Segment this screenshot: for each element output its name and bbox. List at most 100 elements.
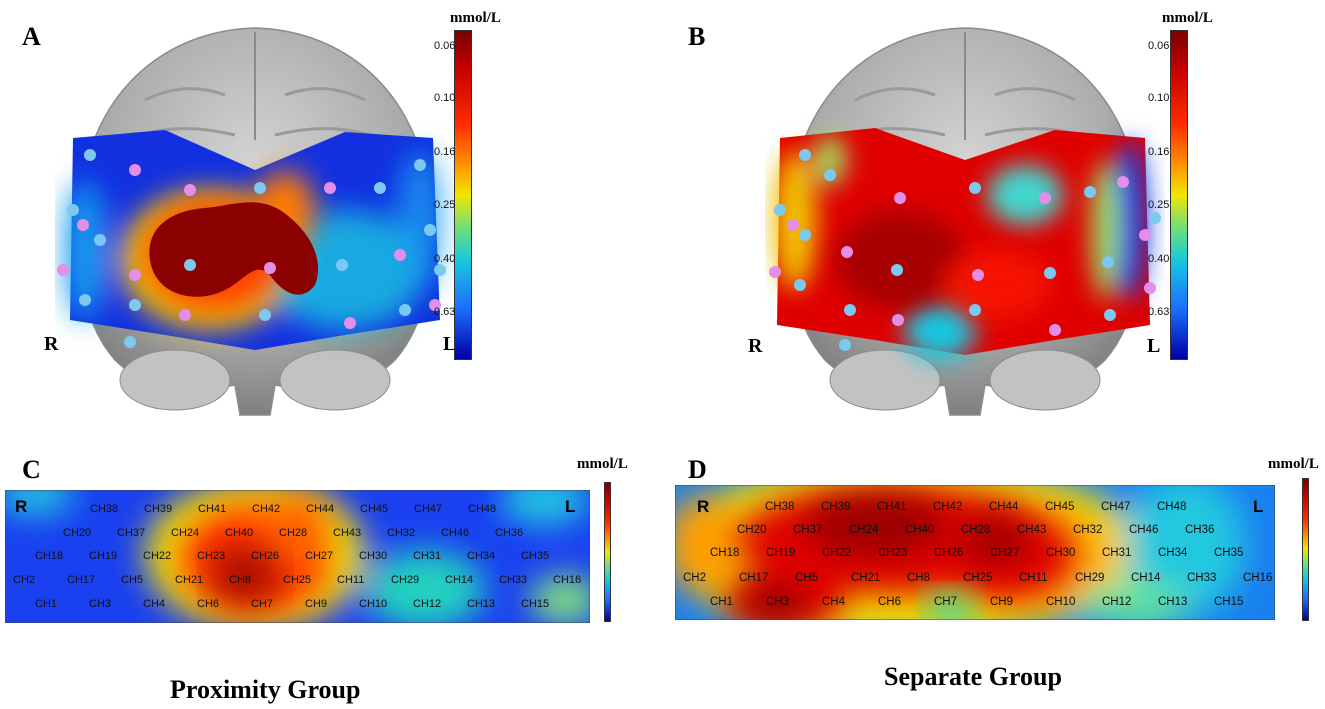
- channel-label: CH36: [1185, 524, 1214, 536]
- channel-label: CH17: [739, 572, 768, 584]
- channel-label: CH31: [413, 550, 441, 562]
- channel-label: CH33: [1187, 572, 1216, 584]
- channel-label: CH47: [1101, 501, 1130, 513]
- channel-label: CH34: [1158, 547, 1188, 559]
- channel-label: CH29: [391, 574, 419, 586]
- channel-label: CH2: [683, 572, 706, 584]
- proximity-group-label: Proximity Group: [170, 675, 361, 704]
- channel-label: CH9: [305, 598, 327, 610]
- channel-label: CH23: [878, 547, 907, 559]
- channel-label: CH32: [387, 527, 415, 539]
- panel-b-left-label: L: [1147, 335, 1161, 357]
- channel-label: CH46: [1129, 524, 1158, 536]
- channel-label: CH16: [553, 574, 581, 586]
- channel-label: CH16: [1243, 572, 1272, 584]
- optodes: [57, 149, 446, 348]
- panel-d-channel-map: R L CH38 CH39 CH41 CH42 CH44 CH45 CH47 CH48 CH20…: [675, 485, 1275, 620]
- panel-c-letter: C: [22, 455, 41, 484]
- separate-group-label: Separate Group: [884, 662, 1062, 691]
- channel-label: CH18: [35, 550, 63, 562]
- channel-label: CH5: [121, 574, 143, 586]
- panel-b-colorbar: [1170, 30, 1188, 360]
- channel-label: CH37: [793, 524, 822, 536]
- panel-a-brain-map: [57, 27, 446, 416]
- panel-b-letter: B: [688, 22, 706, 51]
- channel-label: CH44: [989, 501, 1019, 513]
- channel-label: CH7: [251, 598, 273, 610]
- panel-a-tick: 0.40: [434, 253, 456, 265]
- channel-label: CH41: [198, 503, 226, 515]
- channel-label: CH12: [413, 598, 441, 610]
- channel-label: CH14: [1131, 572, 1161, 584]
- channel-label: CH11: [337, 574, 364, 586]
- channel-label: CH48: [468, 503, 496, 515]
- channel-label: CH6: [878, 596, 901, 608]
- activation-band: [773, 128, 1150, 360]
- channel-label: CH21: [851, 572, 880, 584]
- panel-a-tick: 0.63: [434, 306, 456, 318]
- channel-label: CH3: [89, 598, 111, 610]
- panel-c-colorbar: [604, 482, 611, 622]
- channel-label: CH20: [63, 527, 91, 539]
- panel-b-tick: 0.16: [1148, 146, 1170, 158]
- channel-label: CH7: [934, 596, 957, 608]
- channel-label: CH27: [990, 547, 1019, 559]
- channel-label: CH35: [1214, 547, 1243, 559]
- channel-label: CH31: [1102, 547, 1131, 559]
- panel-b-unit: mmol/L: [1162, 10, 1213, 26]
- panel-d-colorbar: [1302, 478, 1309, 621]
- panel-a-right-label: R: [44, 333, 59, 355]
- channel-label: CH4: [143, 598, 165, 610]
- channel-label: CH8: [907, 572, 930, 584]
- channel-label: CH42: [933, 501, 962, 513]
- channel-label: CH12: [1102, 596, 1131, 608]
- channel-label: CH20: [737, 524, 766, 536]
- channel-label: CH38: [90, 503, 118, 515]
- channel-label: CH28: [279, 527, 307, 539]
- channel-label: CH36: [495, 527, 523, 539]
- channel-label: CH28: [961, 524, 990, 536]
- panel-d-channel-labels: CH38 CH39 CH41 CH42 CH44 CH45 CH47 CH48 CH20 CH37…: [683, 501, 1272, 608]
- channel-label: CH44: [306, 503, 334, 515]
- channel-label: CH10: [1046, 596, 1075, 608]
- panel-a-tick: 0.25: [434, 199, 456, 211]
- channel-label: CH24: [171, 527, 199, 539]
- channel-label: CH26: [251, 550, 279, 562]
- panel-b-tick: 0.63: [1148, 306, 1170, 318]
- channel-label: CH45: [360, 503, 388, 515]
- activation-band: [65, 130, 442, 350]
- panel-b-tick: 0.06: [1148, 40, 1170, 52]
- channel-label: CH9: [990, 596, 1013, 608]
- channel-label: CH25: [283, 574, 311, 586]
- channel-label: CH6: [197, 598, 219, 610]
- channel-label: CH39: [821, 501, 850, 513]
- channel-label: CH17: [67, 574, 95, 586]
- channel-label: CH19: [89, 550, 117, 562]
- channel-label: CH14: [445, 574, 473, 586]
- channel-label: CH22: [822, 547, 851, 559]
- panel-a-unit: mmol/L: [450, 10, 501, 26]
- panel-d-letter: D: [688, 455, 707, 484]
- channel-label: CH24: [849, 524, 879, 536]
- channel-label: CH34: [467, 550, 495, 562]
- channel-label: CH15: [1214, 596, 1243, 608]
- channel-label: CH15: [521, 598, 549, 610]
- channel-label: CH39: [144, 503, 172, 515]
- channel-label: CH25: [963, 572, 992, 584]
- channel-label: CH10: [359, 598, 387, 610]
- panel-b-right-label: R: [748, 335, 763, 357]
- channel-label: CH35: [521, 550, 549, 562]
- panel-c-channel-labels: CH38 CH39 CH41 CH42 CH44 CH45 CH47 CH48 CH20 CH37…: [13, 503, 581, 610]
- channel-label: CH40: [905, 524, 934, 536]
- panel-b-tick: 0.10: [1148, 92, 1170, 104]
- channel-label: CH27: [305, 550, 333, 562]
- panel-c-channel-map: R L CH38 CH39 CH41 CH42 CH44 CH45 CH47 CH48 CH20…: [5, 490, 590, 623]
- panel-a-left-label: L: [443, 333, 457, 355]
- channel-label: CH33: [499, 574, 527, 586]
- channel-label: CH22: [143, 550, 171, 562]
- channel-label: CH30: [359, 550, 387, 562]
- channel-label: CH30: [1046, 547, 1075, 559]
- panel-b-tick: 0.40: [1148, 253, 1170, 265]
- panel-a-letter: A: [22, 22, 41, 51]
